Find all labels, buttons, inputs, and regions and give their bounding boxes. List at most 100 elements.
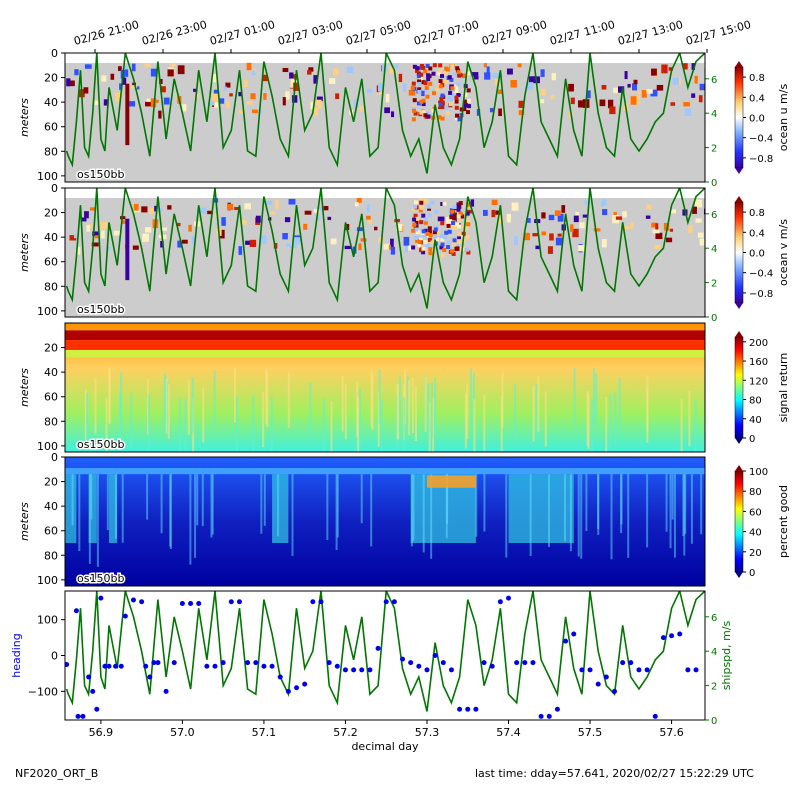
velocity-cell <box>417 89 422 94</box>
velocity-cell <box>463 92 468 97</box>
velocity-cell <box>444 105 449 110</box>
signal-streak <box>434 377 437 433</box>
velocity-cell <box>316 96 323 102</box>
velocity-cell <box>460 214 465 219</box>
velocity-cell <box>506 68 513 75</box>
pg-bright-region <box>65 474 77 543</box>
velocity-cell <box>412 217 417 222</box>
y-tick-label: 40 <box>44 500 58 513</box>
pg-streak <box>620 474 623 525</box>
heading-point <box>473 706 479 712</box>
velocity-column <box>125 83 130 146</box>
velocity-cell <box>442 247 447 252</box>
velocity-cell <box>286 243 290 247</box>
velocity-cell <box>695 199 702 208</box>
velocity-cell <box>412 222 417 227</box>
velocity-cell <box>318 103 322 109</box>
velocity-cell <box>378 236 383 243</box>
pg-streak <box>90 474 93 520</box>
heading-point <box>400 656 406 662</box>
velocity-cell <box>494 76 499 86</box>
right-tick-label: 0 <box>711 178 717 189</box>
velocity-cell <box>213 89 219 94</box>
velocity-cell <box>293 82 299 91</box>
heading-point <box>102 663 108 669</box>
velocity-cell <box>411 207 416 212</box>
velocity-cell <box>335 93 340 100</box>
pg-bright-region <box>88 474 97 543</box>
velocity-cell <box>292 95 298 103</box>
velocity-cell <box>144 63 151 67</box>
heading-point <box>603 674 609 680</box>
velocity-cell <box>415 230 420 235</box>
velocity-cell <box>423 220 428 225</box>
velocity-cell <box>498 108 502 117</box>
y-tick-label: 80 <box>44 280 58 293</box>
velocity-cell <box>241 219 247 225</box>
right-tick-label: 4 <box>711 647 717 658</box>
velocity-cell <box>635 95 640 104</box>
velocity-cell <box>462 73 467 78</box>
velocity-cell <box>654 244 661 250</box>
velocity-cell <box>245 240 251 245</box>
percent-good-plot-area <box>65 457 705 586</box>
pg-streak <box>671 474 674 520</box>
heading-point <box>416 663 422 669</box>
velocity-cell <box>360 238 367 242</box>
signal-streak <box>428 401 431 452</box>
heading-point <box>277 674 283 680</box>
signal-streak <box>323 397 326 452</box>
heading-point <box>424 667 430 673</box>
velocity-cell <box>318 207 324 211</box>
pg-streak <box>646 474 649 548</box>
velocity-cell <box>451 220 456 225</box>
velocity-cell <box>89 207 97 211</box>
velocity-cell <box>457 232 462 237</box>
velocity-cell <box>421 246 426 251</box>
time-tick-label: 02/27 05:00 <box>344 18 412 48</box>
signal-streak <box>163 373 166 429</box>
velocity-cell <box>661 64 668 74</box>
pg-streak <box>700 474 703 535</box>
velocity-cell <box>440 116 445 121</box>
pg-streak <box>673 474 676 558</box>
signal-band <box>65 330 705 341</box>
velocity-cell <box>122 220 127 224</box>
velocity-cell <box>415 238 420 243</box>
colorbar-extend-bottom <box>735 168 743 174</box>
velocity-cell <box>177 240 182 248</box>
colorbar-tick-label: 40 <box>749 528 762 539</box>
velocity-cell <box>426 73 431 78</box>
velocity-cell <box>450 209 455 214</box>
velocity-cell <box>431 71 436 76</box>
signal-streak <box>146 378 149 435</box>
velocity-cell <box>432 91 437 96</box>
velocity-cell <box>555 237 563 246</box>
heading-point <box>139 599 145 605</box>
signal-streak <box>432 397 435 452</box>
velocity-cell <box>437 71 442 76</box>
velocity-cell <box>218 98 225 104</box>
signal-streak <box>469 368 472 424</box>
pg-streak <box>277 474 280 537</box>
signal-streak <box>680 398 683 452</box>
heading-point <box>253 660 259 666</box>
velocity-cell <box>133 203 139 211</box>
x-tick-label: 57.1 <box>252 726 277 739</box>
velocity-cell <box>208 101 215 106</box>
velocity-cell <box>458 201 463 206</box>
pg-streak <box>263 474 266 526</box>
velocity-cell <box>456 70 461 75</box>
velocity-cell <box>94 100 100 105</box>
heading-point <box>261 663 267 669</box>
velocity-cell <box>426 114 431 119</box>
velocity-cell <box>459 107 464 112</box>
signal-band <box>65 350 705 358</box>
velocity-cell <box>150 98 157 108</box>
velocity-cell <box>688 225 693 234</box>
velocity-cell <box>134 86 140 90</box>
y-tick-label: 60 <box>44 525 58 538</box>
velocity-cell <box>141 206 148 213</box>
signal-streak <box>430 383 433 439</box>
